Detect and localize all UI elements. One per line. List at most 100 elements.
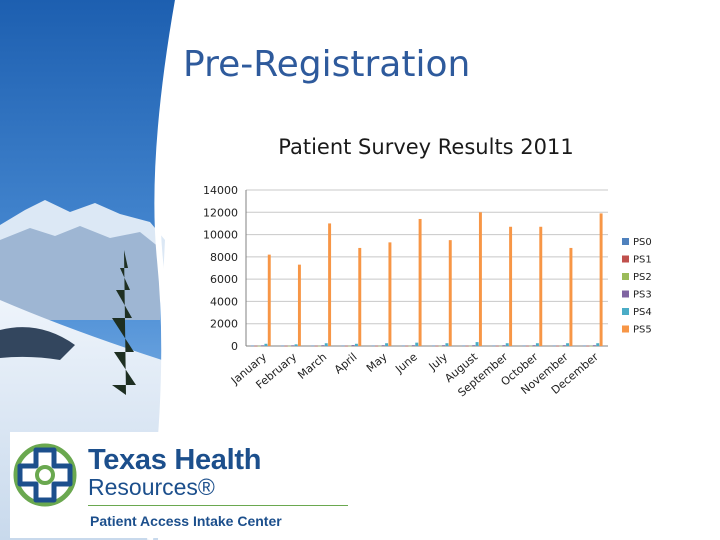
bar-ps5-november <box>569 247 573 346</box>
bar-ps0-january <box>251 345 254 347</box>
bar-ps5-april <box>358 247 362 346</box>
bar-ps1-november <box>556 345 559 347</box>
bar-ps0-february <box>281 345 285 347</box>
bar-ps5-february <box>297 264 301 346</box>
legend-label: PS4 <box>633 307 652 318</box>
bar-ps4-november <box>566 343 570 346</box>
bar-ps0-may <box>371 345 375 347</box>
bar-ps3-february <box>291 345 295 346</box>
legend-label: PS3 <box>633 290 652 301</box>
bar-ps2-june <box>408 345 412 347</box>
bar-ps2-august <box>468 345 472 347</box>
legend: PS0 PS1 PS2 PS3 PS4 PS5 <box>622 237 652 336</box>
cross-logo-icon <box>13 443 77 507</box>
legend-label: PS0 <box>633 237 652 248</box>
bar-ps3-january <box>261 345 265 346</box>
bar-ps2-december <box>589 345 593 347</box>
bar-ps0-april <box>341 345 345 347</box>
bar-ps0-september <box>492 345 496 347</box>
legend-swatch <box>622 290 629 298</box>
bar-ps1-march <box>314 345 318 347</box>
bar-ps2-march <box>318 345 322 347</box>
bar-ps3-october <box>532 345 536 346</box>
bar-ps3-september <box>502 345 506 346</box>
bar-ps3-may <box>381 345 385 346</box>
bar-ps2-february <box>287 345 291 347</box>
bar-ps1-january <box>254 345 258 347</box>
bar-ps4-december <box>596 343 600 346</box>
y-tick-label: 4000 <box>210 295 238 308</box>
bar-ps1-august <box>465 345 469 347</box>
bar-ps3-july <box>442 345 446 346</box>
legend-swatch <box>622 325 629 333</box>
legend-swatch <box>622 255 629 263</box>
bar-ps4-february <box>294 344 298 346</box>
bar-ps4-august <box>475 342 479 346</box>
bar-ps5-june <box>418 218 422 346</box>
bar-ps4-april <box>354 343 358 346</box>
slide-title: Pre-Registration <box>183 44 471 85</box>
y-tick-label: 0 <box>231 340 238 353</box>
bar-ps4-june <box>415 342 419 346</box>
bar-ps5-january <box>267 254 271 346</box>
bar-ps4-october <box>535 343 539 346</box>
bar-ps1-july <box>435 345 439 347</box>
legend-label: PS5 <box>633 325 652 336</box>
bar-ps5-may <box>388 242 392 346</box>
y-tick-labels: 0 2000 4000 6000 8000 10000 12000 14000 <box>203 184 238 353</box>
y-tick-label: 8000 <box>210 251 238 264</box>
bar-ps2-november <box>559 345 563 347</box>
x-tick-label: March <box>295 350 329 382</box>
bar-ps2-may <box>378 345 382 347</box>
bar-ps5-july <box>448 240 452 346</box>
survey-chart: Patient Survey Results 2011 0 2000 4000 600… <box>203 135 652 399</box>
bar-ps5-march <box>328 223 332 346</box>
bar-ps4-march <box>324 343 328 346</box>
y-tick-label: 2000 <box>210 318 238 331</box>
bar-ps5-september <box>509 226 513 346</box>
logo-subname: Resources® <box>88 474 215 500</box>
bar-ps1-april <box>344 345 348 347</box>
legend-label: PS1 <box>633 255 652 266</box>
bar-ps1-december <box>586 345 590 347</box>
bar-ps0-june <box>401 345 405 347</box>
logo-tagline: Patient Access Intake Center <box>90 513 282 529</box>
y-tick-label: 10000 <box>203 229 238 242</box>
bar-ps0-december <box>582 345 586 347</box>
bar-ps2-october <box>529 345 533 347</box>
bar-ps1-may <box>375 345 378 347</box>
bar-ps0-november <box>552 345 556 347</box>
bar-ps0-august <box>462 345 466 347</box>
bar-ps3-april <box>351 345 355 346</box>
y-tick-label: 12000 <box>203 206 238 219</box>
legend-swatch <box>622 273 629 280</box>
bar-ps2-april <box>348 345 352 347</box>
legend-label: PS2 <box>633 272 652 283</box>
bar-ps4-may <box>385 343 389 346</box>
x-tick-label: July <box>426 350 451 374</box>
chart-title: Patient Survey Results 2011 <box>278 135 573 159</box>
bar-ps3-december <box>592 345 596 346</box>
logo-divider <box>88 505 348 506</box>
legend-swatch <box>622 238 629 245</box>
bar-ps2-january <box>257 345 261 347</box>
bar-ps0-october <box>522 345 526 347</box>
bar-ps2-september <box>499 345 503 347</box>
gridlines <box>245 189 608 347</box>
bar-ps5-december <box>599 213 603 346</box>
company-logo: Texas Health Resources® Patient Access I… <box>10 432 370 538</box>
bar-ps1-september <box>495 345 499 347</box>
y-tick-label: 14000 <box>203 184 238 197</box>
bar-ps2-july <box>438 345 442 347</box>
bar-ps0-july <box>432 345 435 347</box>
bar-ps1-june <box>405 345 409 347</box>
x-tick-label: June <box>392 350 420 376</box>
legend-swatch <box>622 308 629 315</box>
bar-ps3-march <box>321 345 325 346</box>
bar-ps1-february <box>284 345 288 347</box>
bar-ps0-march <box>311 345 315 347</box>
bars <box>251 212 603 347</box>
bar-ps3-november <box>562 345 566 346</box>
x-tick-label: April <box>332 350 360 376</box>
